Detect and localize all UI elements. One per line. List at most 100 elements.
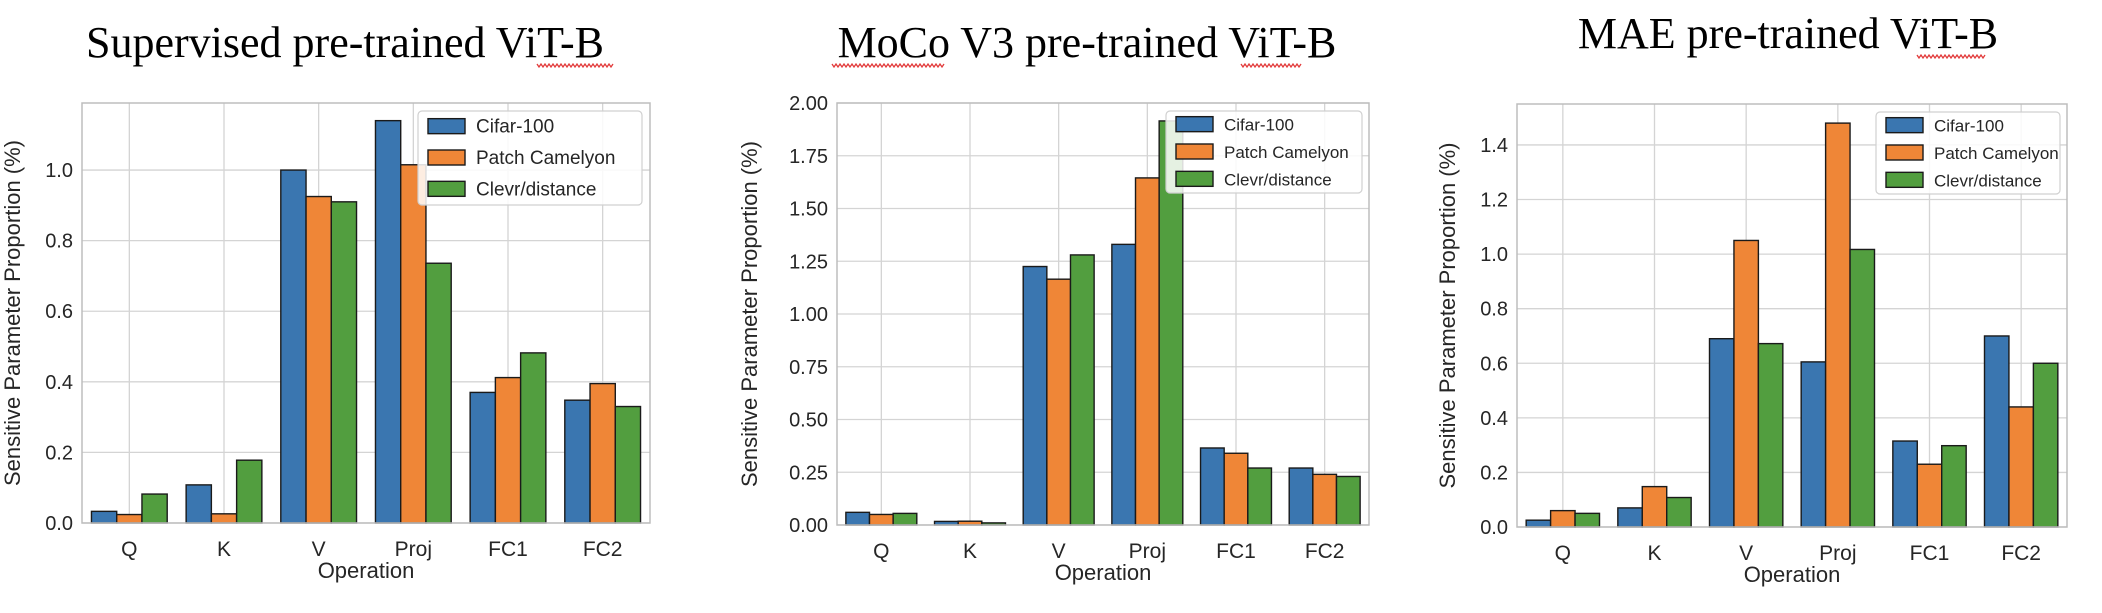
- y-tick-label: 0.8: [1480, 299, 1508, 321]
- bar-patch-camelyon-v: [1733, 239, 1760, 528]
- bar-patch-camelyon-fc2: [589, 382, 616, 524]
- legend-swatch-cifar-100: [1175, 115, 1214, 133]
- bar-cifar-100-proj: [1800, 361, 1827, 528]
- y-tick-label: 0.4: [45, 372, 73, 394]
- legend-box: [1165, 110, 1363, 194]
- bar-clevr-distance-proj: [1849, 248, 1876, 528]
- bar-cifar-100-fc1: [1892, 440, 1918, 528]
- bar-patch-camelyon-fc1: [1223, 452, 1249, 526]
- bar-patch-camelyon-proj: [1824, 122, 1851, 528]
- bar-clevr-distance-proj: [425, 262, 452, 524]
- y-tick-label: 0.0: [45, 513, 73, 535]
- x-tick-label: FC1: [1216, 540, 1256, 563]
- chart-panel-mae: MAE pre-trained ViT-B 0.0 0.2 0.4 0.6 0.8 1.0 1…: [1400, 0, 2102, 608]
- legend-swatch-cifar-100: [427, 117, 466, 135]
- x-tick-label: V: [1739, 542, 1753, 565]
- bar-patch-camelyon-v: [305, 195, 332, 524]
- legend-swatch-clevr-distance: [427, 180, 466, 198]
- y-tick-label: 0.4: [1480, 408, 1508, 430]
- legend-label-clevr-distance: Clevr/distance: [1224, 170, 1332, 189]
- bar-cifar-100-k: [185, 484, 213, 524]
- bar-clevr-distance-fc2: [614, 405, 642, 524]
- x-tick-label: FC1: [1910, 542, 1950, 565]
- bar-cifar-100-v: [280, 169, 307, 524]
- y-tick-label: 1.50: [789, 199, 828, 221]
- spellcheck-underline: [1240, 62, 1302, 69]
- legend-label-patch-camelyon: Patch Camelyon: [476, 148, 615, 169]
- bar-patch-camelyon-q: [116, 513, 143, 524]
- chart-svg-supervised: Supervised pre-trained ViT-B 0.0 0.2 0.4 0.6…: [0, 18, 651, 583]
- spellcheck-underline: [536, 62, 614, 69]
- chart-svg-moco: MoCo V3 pre-trained ViT-B 0.00 0.25 0.50 0.7…: [737, 18, 1370, 585]
- bar-clevr-distance-k: [1666, 496, 1692, 528]
- bar-clevr-distance-v: [1757, 342, 1784, 528]
- legend-label-cifar-100: Cifar-100: [476, 117, 554, 138]
- y-axis-label: Sensitive Parameter Proportion (%): [1435, 142, 1460, 488]
- legend-label-cifar-100: Cifar-100: [1224, 116, 1294, 135]
- x-tick-label: V: [1052, 540, 1066, 563]
- bar-cifar-100-fc1: [469, 391, 497, 524]
- y-tick-label: 0.50: [789, 410, 828, 432]
- x-axis-label: Operation: [1055, 560, 1152, 585]
- bar-clevr-distance-q: [892, 512, 918, 526]
- bar-clevr-distance-q: [1574, 512, 1601, 528]
- y-tick-label: 0.2: [45, 442, 73, 464]
- bar-patch-camelyon-proj: [400, 164, 427, 524]
- bar-patch-camelyon-fc2: [1312, 473, 1338, 526]
- y-tick-label: 0.25: [789, 462, 828, 484]
- chart-title-supervised: Supervised pre-trained ViT-B: [86, 18, 604, 67]
- bar-cifar-100-q: [845, 511, 871, 526]
- bar-clevr-distance-q: [141, 493, 168, 524]
- legend-swatch-cifar-100: [1885, 116, 1924, 134]
- x-tick-label: K: [963, 540, 977, 563]
- plot-frame: [81, 102, 651, 524]
- y-tick-label: 1.75: [789, 146, 828, 168]
- bar-clevr-distance-k: [235, 459, 263, 524]
- y-tick-label: 0.6: [45, 301, 73, 323]
- bar-cifar-100-v: [1708, 337, 1735, 528]
- bar-patch-camelyon-fc2: [2008, 406, 2035, 528]
- x-tick-label: Proj: [395, 538, 432, 561]
- bar-cifar-100-k: [1617, 507, 1643, 528]
- y-tick-label: 0.6: [1480, 353, 1508, 375]
- bar-cifar-100-fc2: [1983, 335, 2010, 528]
- bar-clevr-distance-fc1: [519, 352, 547, 524]
- bar-clevr-distance-fc1: [1247, 467, 1273, 526]
- legend-label-clevr-distance: Clevr/distance: [1934, 171, 2042, 190]
- plot-frame: [1516, 103, 2068, 528]
- x-tick-label: FC2: [583, 538, 623, 561]
- bar-cifar-100-fc2: [1288, 467, 1314, 526]
- y-tick-label: 1.0: [1480, 244, 1508, 266]
- bar-clevr-distance-v: [330, 201, 358, 524]
- bar-patch-camelyon-v: [1046, 278, 1072, 526]
- x-tick-label: K: [1647, 542, 1661, 565]
- x-tick-label: Q: [873, 540, 889, 563]
- x-tick-label: V: [312, 538, 326, 561]
- bar-cifar-100-q: [90, 510, 118, 524]
- y-tick-label: 0.00: [789, 515, 828, 537]
- bar-cifar-100-q: [1525, 519, 1552, 528]
- bar-cifar-100-fc2: [564, 399, 591, 524]
- y-tick-label: 0.0: [1480, 517, 1508, 539]
- y-axis-label: Sensitive Parameter Proportion (%): [737, 141, 762, 487]
- legend-label-patch-camelyon: Patch Camelyon: [1224, 143, 1349, 162]
- y-tick-label: 1.0: [45, 160, 73, 182]
- legend-swatch-patch-camelyon: [1175, 143, 1214, 160]
- spellcheck-underline: [1916, 53, 1986, 60]
- bar-cifar-100-fc1: [1199, 447, 1225, 526]
- chart-title-mae: MAE pre-trained ViT-B: [1578, 9, 1998, 58]
- bar-patch-camelyon-k: [210, 513, 238, 524]
- bar-patch-camelyon-k: [1641, 485, 1668, 528]
- y-tick-label: 0.8: [45, 231, 73, 253]
- chart-panel-moco: MoCo V3 pre-trained ViT-B 0.00 0.25 0.50 0.7…: [700, 0, 1400, 608]
- legend-swatch-clevr-distance: [1175, 170, 1214, 188]
- y-tick-label: 1.4: [1480, 135, 1508, 157]
- bar-patch-camelyon-q: [868, 513, 894, 526]
- x-tick-label: Q: [121, 538, 137, 561]
- x-tick-label: Proj: [1819, 542, 1856, 565]
- y-tick-label: 2.00: [789, 93, 828, 115]
- x-tick-label: FC2: [1305, 540, 1345, 563]
- x-tick-label: FC1: [488, 538, 528, 561]
- y-tick-label: 1.2: [1480, 190, 1508, 212]
- legend-swatch-patch-camelyon: [427, 149, 466, 166]
